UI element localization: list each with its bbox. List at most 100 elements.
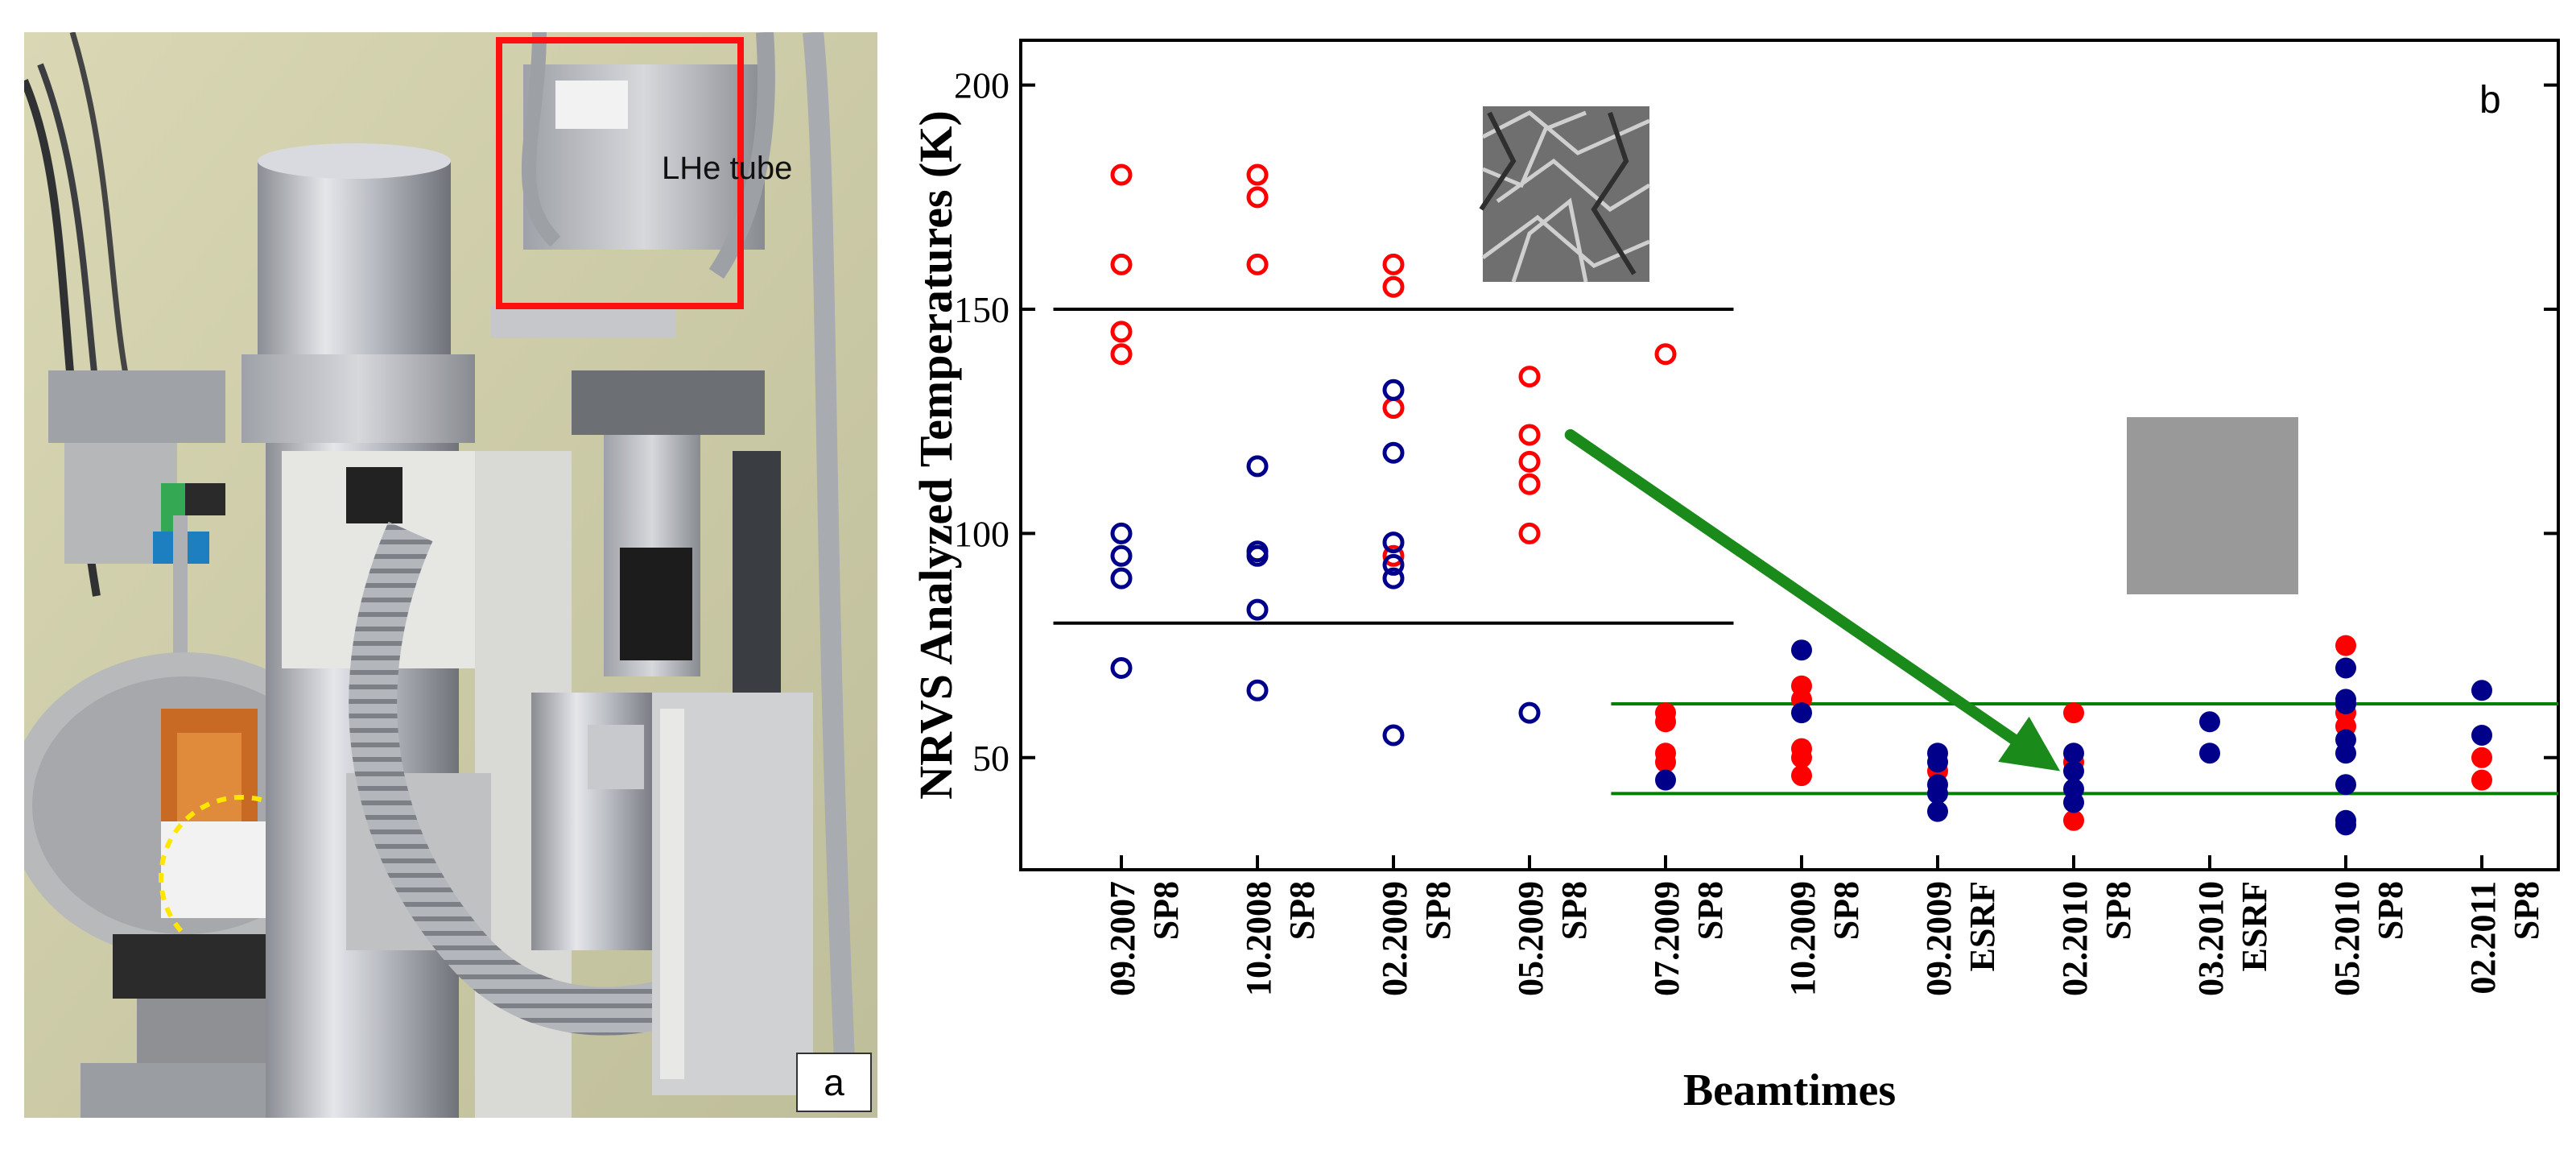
x-tick-label-date: 03.2010 <box>2191 881 2231 996</box>
x-tick-label-date: 09.2007 <box>1103 881 1142 996</box>
filled-point <box>1655 751 1676 773</box>
filled-point <box>2335 774 2356 796</box>
filled-point <box>1791 765 1812 787</box>
filled-point <box>1927 800 1948 822</box>
filled-point <box>2063 743 2084 764</box>
filled-point <box>2335 635 2356 656</box>
lhe-tube-label: LHe tube <box>662 151 792 186</box>
filled-point <box>2335 814 2356 836</box>
open-point <box>1110 343 1133 366</box>
open-point <box>1110 656 1133 679</box>
filled-point <box>2471 769 2492 791</box>
x-tick-label-date: 10.2008 <box>1239 881 1278 996</box>
arrow-shaft <box>1564 428 2020 745</box>
x-tick-label-date: 10.2009 <box>1783 881 1823 996</box>
panel-b-label: b <box>2479 79 2501 122</box>
open-point <box>1654 343 1677 366</box>
open-point <box>1246 598 1269 621</box>
x-tick-label-date: 05.2010 <box>2327 881 2367 996</box>
filled-point <box>1791 639 1812 661</box>
open-point <box>1110 544 1133 567</box>
open-point <box>1246 679 1269 701</box>
open-point <box>1246 163 1269 186</box>
y-axis: 50 100 150 200 <box>954 65 2558 779</box>
open-point <box>1246 186 1269 209</box>
x-tick-label-source: SP8 <box>2099 881 2138 940</box>
filled-point <box>2335 657 2356 679</box>
y-tick-label: 100 <box>954 513 1009 554</box>
y-tick-label: 150 <box>954 289 1009 330</box>
filled-point <box>2335 743 2356 764</box>
highlight-box <box>496 37 744 309</box>
open-point <box>1518 366 1541 388</box>
open-point <box>1110 253 1133 275</box>
filled-point <box>2471 747 2492 768</box>
open-point <box>1518 450 1541 473</box>
filled-point <box>1927 751 1948 773</box>
open-point <box>1518 701 1541 724</box>
open-point <box>1110 163 1133 186</box>
gray-inset <box>2127 417 2298 594</box>
filled-point <box>2063 809 2084 831</box>
instrument-photo: LHe tube a <box>24 32 877 1118</box>
plot-frame <box>1019 39 2560 871</box>
x-tick-label-date: 07.2009 <box>1647 881 1686 996</box>
y-tick-label: 50 <box>972 738 1009 779</box>
open-point <box>1382 275 1405 298</box>
x-tick-label-date: 09.2009 <box>1919 881 1959 996</box>
x-axis-title: Beamtimes <box>1683 1065 1896 1115</box>
open-point <box>1110 522 1133 544</box>
y-tick-label: 200 <box>954 65 1009 106</box>
x-axis: 09.2007 SP8 10.2008 SP8 02.2009 SP8 05.2009 SP8… <box>1103 855 2546 996</box>
x-tick-label-source: SP8 <box>1146 881 1186 940</box>
panel-a-label: a <box>824 1061 844 1103</box>
open-point <box>1382 553 1405 576</box>
open-point <box>1382 567 1405 589</box>
filled-point <box>1791 702 1812 724</box>
open-point <box>1382 544 1405 567</box>
x-tick-label-source: SP8 <box>1282 881 1322 940</box>
filled-point <box>1655 711 1676 733</box>
open-point <box>1518 522 1541 544</box>
open-point <box>1382 379 1405 401</box>
filled-point <box>2063 792 2084 813</box>
x-tick-label-source: SP8 <box>2371 881 2410 940</box>
open-point <box>1382 397 1405 420</box>
x-tick-label-date: 02.2010 <box>2055 881 2095 996</box>
x-tick-label-date: 05.2009 <box>1511 881 1550 996</box>
panel-a-label-box <box>796 1053 872 1112</box>
x-tick-label-source: SP8 <box>1554 881 1594 940</box>
open-point <box>1246 544 1269 567</box>
open-point <box>1110 321 1133 343</box>
sem-image-inset <box>1479 106 1651 283</box>
open-point <box>1246 455 1269 478</box>
filled-point <box>2199 711 2220 733</box>
open-point <box>1110 567 1133 589</box>
x-tick-label-date: 02.2009 <box>1375 881 1414 996</box>
x-tick-label-source: ESRF <box>2235 881 2274 971</box>
filled-point <box>2063 702 2084 724</box>
filled-point <box>2471 724 2492 746</box>
x-tick-label-source: SP8 <box>2507 881 2546 940</box>
filled-point <box>1791 747 1812 768</box>
filled-point <box>1927 783 1948 805</box>
x-tick-label-source: SP8 <box>1418 881 1458 940</box>
y-axis-title: NRVS Analyzed Temperatures (K) <box>910 110 962 800</box>
filled-point <box>1655 769 1676 791</box>
open-point <box>1382 532 1405 554</box>
filled-point <box>2471 680 2492 701</box>
open-point <box>1518 473 1541 495</box>
filled-point <box>2063 760 2084 782</box>
open-point <box>1382 253 1405 275</box>
open-point <box>1246 253 1269 275</box>
data-points <box>1110 163 2492 836</box>
open-point <box>1518 424 1541 446</box>
filled-point <box>2335 693 2356 714</box>
open-point <box>1382 441 1405 464</box>
arrow-head <box>1998 716 2061 771</box>
open-point <box>1382 724 1405 747</box>
x-tick-label-source: SP8 <box>1690 881 1730 940</box>
filled-point <box>2199 743 2220 764</box>
x-tick-label-date: 02.2011 <box>2463 881 2503 995</box>
